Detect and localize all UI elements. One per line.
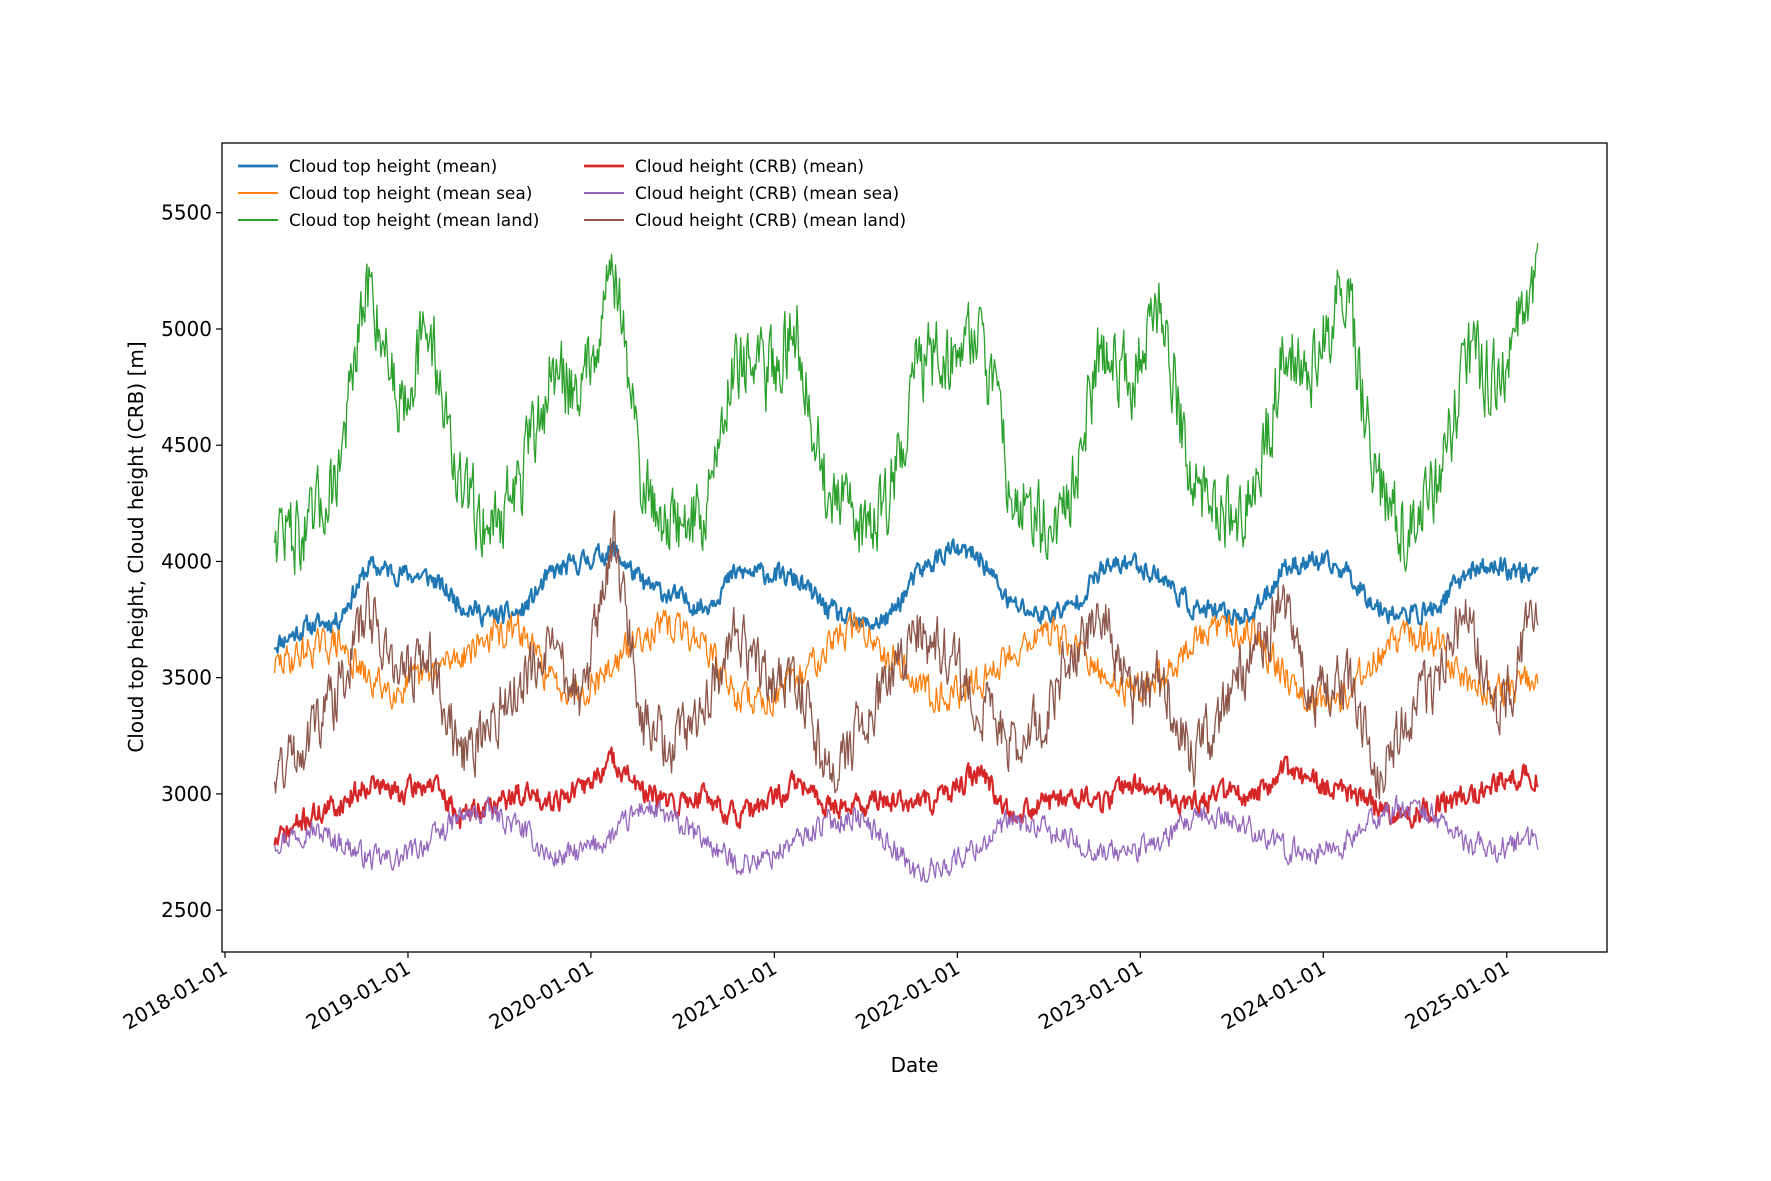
legend-label: Cloud top height (mean land): [289, 211, 539, 231]
legend: Cloud top height (mean) Cloud top height …: [238, 157, 906, 231]
legend-label: Cloud height (CRB) (mean land): [635, 211, 906, 231]
y-axis: 2500 3000 3500 4000 4500 5000 5500: [161, 201, 222, 922]
series-line-5: [273, 794, 1539, 883]
y-tick-label: 3500: [161, 666, 212, 690]
series-line-6: [273, 510, 1539, 800]
y-axis-label: Cloud top height, Cloud height (CRB) [m]: [124, 341, 148, 752]
legend-label: Cloud height (CRB) (mean): [635, 157, 864, 177]
legend-item: Cloud top height (mean land): [238, 211, 539, 231]
legend-label: Cloud top height (mean): [289, 157, 497, 177]
y-tick-label: 5000: [161, 317, 212, 341]
y-tick-label: 3000: [161, 782, 212, 806]
series-line-3: [273, 243, 1539, 575]
y-tick-label: 4000: [161, 549, 212, 573]
legend-item: Cloud height (CRB) (mean land): [584, 211, 906, 231]
plot-frame: [221, 142, 1608, 953]
y-tick-label: 4500: [161, 433, 212, 457]
legend-item: Cloud height (CRB) (mean): [584, 157, 864, 177]
legend-label: Cloud top height (mean sea): [289, 184, 532, 204]
x-axis-label: Date: [891, 1053, 939, 1077]
legend-item: Cloud top height (mean sea): [238, 184, 532, 204]
series-layer: [273, 243, 1539, 883]
legend-item: Cloud height (CRB) (mean sea): [584, 184, 899, 204]
series-line-1: [273, 538, 1539, 654]
legend-item: Cloud top height (mean): [238, 157, 497, 177]
series-line-4: [273, 746, 1539, 846]
y-tick-label: 5500: [161, 201, 212, 225]
legend-label: Cloud height (CRB) (mean sea): [635, 184, 899, 204]
y-tick-label: 2500: [161, 898, 212, 922]
